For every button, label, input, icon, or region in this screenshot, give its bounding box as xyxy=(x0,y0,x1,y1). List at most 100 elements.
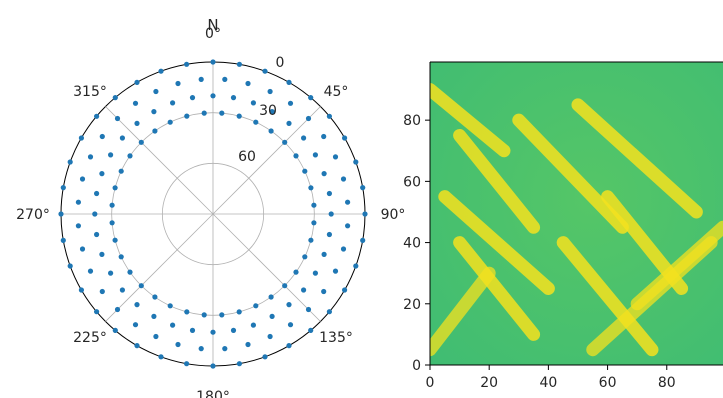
polar-point xyxy=(132,322,139,328)
polar-point xyxy=(132,100,139,106)
polar-point xyxy=(236,361,242,367)
polar-point xyxy=(119,135,125,141)
polar-point xyxy=(321,251,327,257)
polar-point xyxy=(245,341,251,348)
y-tick-label: 20 xyxy=(403,297,421,313)
polar-point xyxy=(222,76,228,82)
polar-point xyxy=(293,269,299,275)
polar-point xyxy=(127,153,133,159)
heatmap-stripe xyxy=(571,98,703,219)
polar-point xyxy=(312,152,318,158)
polar-point xyxy=(326,190,332,197)
heatmap-stripe xyxy=(630,220,723,311)
polar-point xyxy=(170,322,176,328)
heatmap-stripe xyxy=(512,113,629,234)
polar-point xyxy=(219,110,225,116)
polar-point xyxy=(282,283,288,289)
polar-point xyxy=(345,223,351,229)
polar-point xyxy=(302,168,308,174)
polar-point xyxy=(311,220,317,226)
polar-point xyxy=(79,246,86,252)
angular-gridline xyxy=(105,213,214,322)
polar-point xyxy=(286,302,292,308)
theta-tick-label: 270° xyxy=(16,207,50,223)
polar-point xyxy=(353,263,359,269)
polar-point xyxy=(175,341,181,348)
polar-point xyxy=(108,270,114,276)
heatmap-stripe xyxy=(556,236,659,357)
polar-point xyxy=(219,312,225,318)
polar-point xyxy=(287,100,294,106)
polar-point xyxy=(210,93,216,99)
heatmap-y-ticks: 0 20 40 60 80 xyxy=(403,113,430,374)
theta-tick-label: 225° xyxy=(73,330,107,346)
theta-tick-label: 90° xyxy=(381,207,406,223)
polar-point xyxy=(99,251,105,257)
heatmap-stripes xyxy=(430,83,723,357)
polar-point xyxy=(201,312,207,318)
polar-point xyxy=(112,327,118,333)
polar-point xyxy=(286,79,292,85)
polar-point xyxy=(305,306,312,313)
north-label: N xyxy=(207,16,218,34)
polar-point xyxy=(94,309,100,315)
polar-point xyxy=(94,113,100,119)
polar-point xyxy=(184,61,190,67)
polar-point xyxy=(230,327,237,333)
heatmap-stripe xyxy=(430,266,496,357)
polar-point xyxy=(230,95,237,101)
polar-point xyxy=(112,185,118,191)
polar-point xyxy=(301,135,307,141)
polar-point xyxy=(158,68,164,74)
polar-point xyxy=(293,153,299,159)
polar-point xyxy=(268,294,274,300)
polar-point xyxy=(79,176,86,182)
polar-point xyxy=(127,269,133,275)
polar-point xyxy=(78,135,84,141)
angular-gridline xyxy=(105,106,214,215)
polar-point xyxy=(167,119,173,125)
polar-point xyxy=(332,268,339,274)
polar-tick-labels: 0° 45° 90° 135° 180° 225° 270° 315° xyxy=(16,26,405,398)
polar-point xyxy=(151,313,157,319)
x-tick-label: 0 xyxy=(426,375,435,391)
polar-point xyxy=(312,270,318,276)
polar-point xyxy=(170,100,176,106)
theta-tick-label: 135° xyxy=(319,330,353,346)
radial-tick-label: 60 xyxy=(238,149,256,165)
polar-point xyxy=(167,303,173,309)
polar-point xyxy=(342,135,348,141)
y-tick-label: 0 xyxy=(412,358,421,374)
x-tick-label: 80 xyxy=(658,375,676,391)
polar-radial-labels: 0 30 60 xyxy=(238,55,284,165)
polar-point xyxy=(253,303,259,309)
polar-point xyxy=(262,354,268,360)
polar-point xyxy=(326,231,332,238)
polar-point xyxy=(94,231,100,238)
polar-point xyxy=(201,110,207,116)
polar-point xyxy=(75,199,81,205)
polar-point xyxy=(308,237,314,243)
polar-point xyxy=(321,133,327,140)
polar-point xyxy=(362,211,368,217)
polar-point xyxy=(268,128,274,134)
polar-points xyxy=(58,59,368,369)
polar-point xyxy=(184,113,190,119)
y-tick-label: 60 xyxy=(403,174,421,190)
polar-point xyxy=(58,211,64,217)
polar-point xyxy=(305,115,312,122)
polar-point xyxy=(114,115,121,122)
polar-point xyxy=(267,88,273,95)
angular-gridline xyxy=(212,106,321,215)
polar-point xyxy=(134,79,140,85)
polar-point xyxy=(250,322,256,328)
polar-point xyxy=(311,202,317,208)
polar-point xyxy=(138,139,144,145)
theta-tick-label: 315° xyxy=(73,84,107,100)
polar-grid xyxy=(61,62,365,366)
polar-point xyxy=(210,363,216,369)
polar-point xyxy=(92,211,98,217)
polar-point xyxy=(286,120,292,126)
polar-point xyxy=(236,309,242,315)
